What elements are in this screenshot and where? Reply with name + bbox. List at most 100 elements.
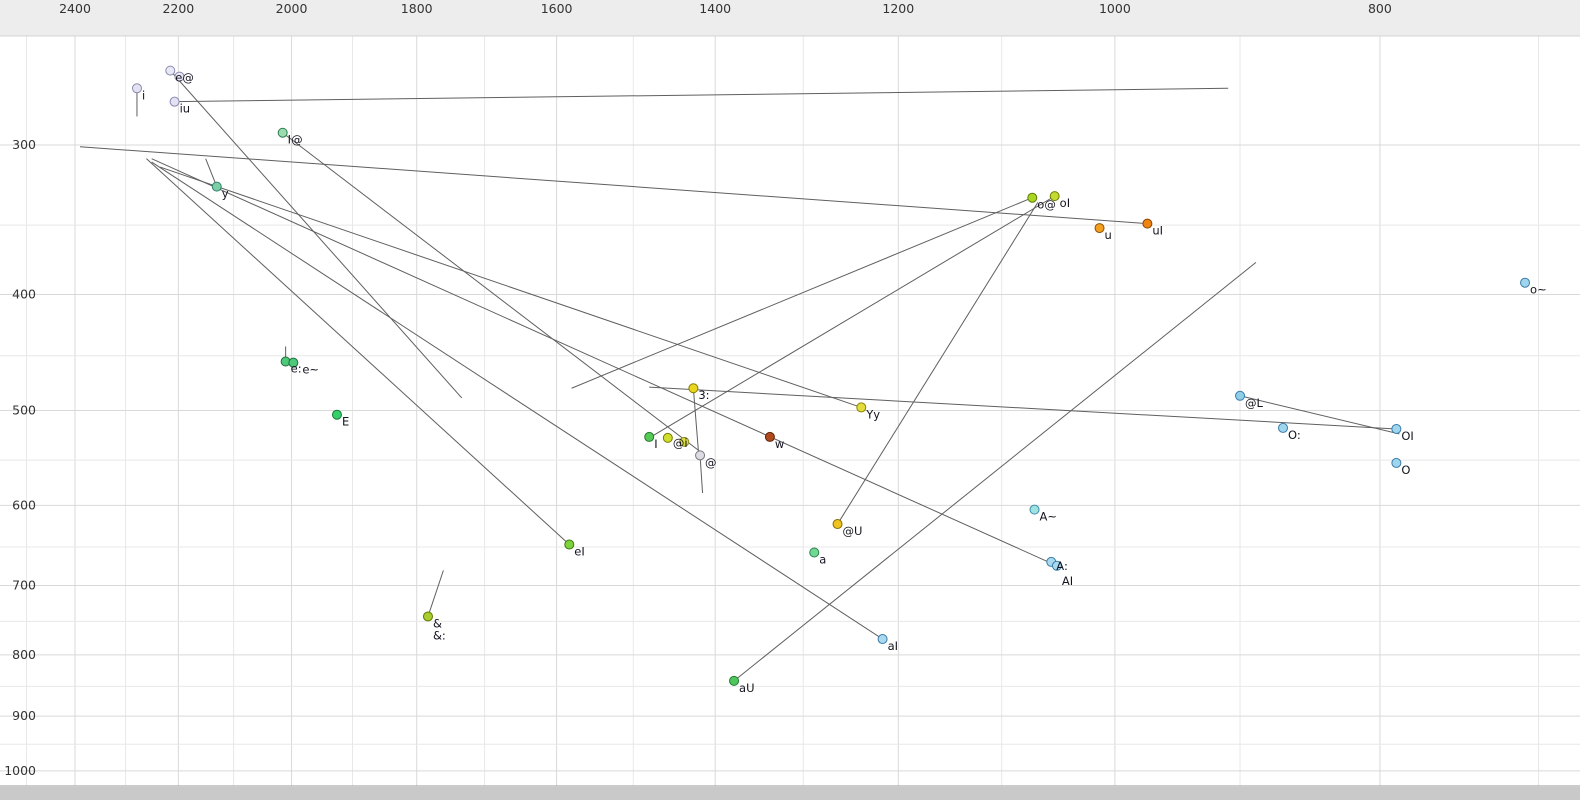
- vowel-label-i: i: [142, 88, 145, 102]
- trajectory-line-iu: [174, 87, 1229, 103]
- trajectory-line-y: [205, 158, 218, 187]
- vowel-point-E[interactable]: [331, 409, 342, 420]
- trajectory-line-Yy: [159, 166, 862, 408]
- y-tick-label: 800: [12, 647, 36, 662]
- vowel-point-a[interactable]: [809, 547, 820, 558]
- x-tick-label: 1200: [882, 1, 914, 16]
- x-tick-label: 2000: [276, 1, 308, 16]
- horizontal-scrollbar[interactable]: [0, 787, 1580, 800]
- vowel-point-aI[interactable]: [877, 634, 888, 645]
- vowel-label-3:: 3:: [698, 388, 709, 402]
- vowel-label-eI: eI: [574, 545, 584, 559]
- y-tick-label: 500: [12, 403, 36, 418]
- y-tick-label: 1000: [4, 763, 36, 778]
- vowel-point-O:[interactable]: [1278, 422, 1289, 433]
- vowel-point-unlabeled[interactable]: [174, 71, 185, 82]
- vowel-label-e:: e:: [291, 362, 302, 376]
- y-tick-label: 700: [12, 577, 36, 592]
- x-tick-label: 2400: [59, 1, 91, 16]
- vowel-point-u[interactable]: [1094, 223, 1105, 234]
- vowel-label-@i: @i: [673, 436, 688, 450]
- y-tick-label: 400: [12, 287, 36, 302]
- vowel-label-E: E: [342, 415, 349, 429]
- vowel-label-O: O: [1401, 463, 1410, 477]
- vowel-label-a: a: [819, 553, 826, 567]
- vowel-point-@[interactable]: [695, 450, 706, 461]
- vowel-point-aU[interactable]: [729, 675, 740, 686]
- vowel-point-@i[interactable]: [662, 432, 673, 443]
- annotation-label: &:: [433, 628, 446, 642]
- top-axis-bar: [0, 0, 1580, 36]
- x-tick-label: 800: [1368, 1, 1392, 16]
- vowel-point-A~[interactable]: [1029, 504, 1040, 515]
- x-tick-label: 1600: [541, 1, 573, 16]
- vowel-label-uI: uI: [1152, 224, 1163, 238]
- vowel-point-w[interactable]: [764, 431, 775, 442]
- x-tick-label: 1000: [1099, 1, 1131, 16]
- trajectory-line-3:: [692, 388, 699, 451]
- vowel-point-I@[interactable]: [277, 127, 288, 138]
- trajectory-line-aI: [151, 161, 883, 640]
- trajectory-line-eI: [146, 158, 570, 545]
- trajectory-line-AI: [151, 158, 1058, 567]
- vowel-label-e@: e@: [175, 71, 194, 85]
- vowel-point-@U[interactable]: [832, 519, 843, 530]
- trajectory-line-@: [699, 455, 704, 494]
- vowel-label-AI: AI: [1062, 574, 1073, 588]
- vowel-point-AI[interactable]: [1051, 560, 1062, 571]
- vowel-point-i[interactable]: [131, 83, 142, 94]
- vowel-point-eI[interactable]: [564, 539, 575, 550]
- vowel-label-e~: e~: [302, 363, 319, 377]
- vowel-label-iu: iu: [180, 102, 190, 116]
- vowel-label-A~: A~: [1040, 510, 1058, 524]
- vowel-label-w: w: [775, 437, 784, 451]
- vowel-label-u: u: [1105, 228, 1112, 242]
- vowel-label-aI: aI: [888, 639, 898, 653]
- trajectory-line-o@: [571, 197, 1033, 389]
- vowel-point-e~[interactable]: [288, 357, 299, 368]
- vowel-point-uI[interactable]: [1142, 218, 1153, 229]
- vowel-label-I: I: [654, 437, 657, 451]
- vowel-point-Yy[interactable]: [856, 402, 867, 413]
- vowel-label-o@: o@: [1037, 198, 1056, 212]
- vowel-point-o~[interactable]: [1520, 277, 1531, 288]
- vowel-label-y: y: [222, 187, 229, 201]
- vowel-point-3:[interactable]: [688, 383, 699, 394]
- vowel-label-aU: aU: [739, 681, 754, 695]
- vowel-label-@L: @L: [1245, 396, 1264, 410]
- trajectory-line-OI: [649, 386, 1397, 430]
- trajectory-line-@U: [837, 202, 1039, 525]
- x-tick-label: 1800: [401, 1, 433, 16]
- vowel-label-@U: @U: [843, 524, 863, 538]
- vowel-point-e@[interactable]: [165, 65, 176, 76]
- trajectory-line-I@: [282, 132, 701, 452]
- vowel-label-A:: A:: [1056, 559, 1068, 573]
- vowel-label-Yy: Yy: [865, 407, 880, 421]
- vowel-label-oI: oI: [1060, 196, 1070, 210]
- trajectory-line-oI: [648, 195, 1055, 439]
- trajectory-line-aU: [733, 261, 1257, 682]
- x-tick-label: 1400: [699, 1, 731, 16]
- y-tick-label: 900: [12, 708, 36, 723]
- vowel-label-@: @: [705, 455, 717, 469]
- y-tick-label: 300: [12, 137, 36, 152]
- vowel-point-iu[interactable]: [169, 96, 180, 107]
- vowel-point-o@[interactable]: [1027, 192, 1038, 203]
- vowel-label-o~: o~: [1530, 283, 1547, 297]
- trajectory-line-uI: [79, 146, 1148, 225]
- vowel-point-&[interactable]: [422, 611, 433, 622]
- vowel-label-I@: I@: [288, 133, 303, 147]
- vowel-point-OI[interactable]: [1391, 423, 1402, 434]
- vowel-label-O:: O:: [1288, 428, 1301, 442]
- trajectory-line-&: [427, 570, 444, 617]
- vowel-point-y[interactable]: [211, 181, 222, 192]
- vowel-point-oI[interactable]: [1049, 191, 1060, 202]
- vowel-point-@L[interactable]: [1235, 390, 1246, 401]
- vowel-label-OI: OI: [1401, 429, 1413, 443]
- vowel-point-I[interactable]: [644, 431, 655, 442]
- vowel-point-O[interactable]: [1391, 457, 1402, 468]
- vowel-point-unlabeled[interactable]: [679, 436, 690, 447]
